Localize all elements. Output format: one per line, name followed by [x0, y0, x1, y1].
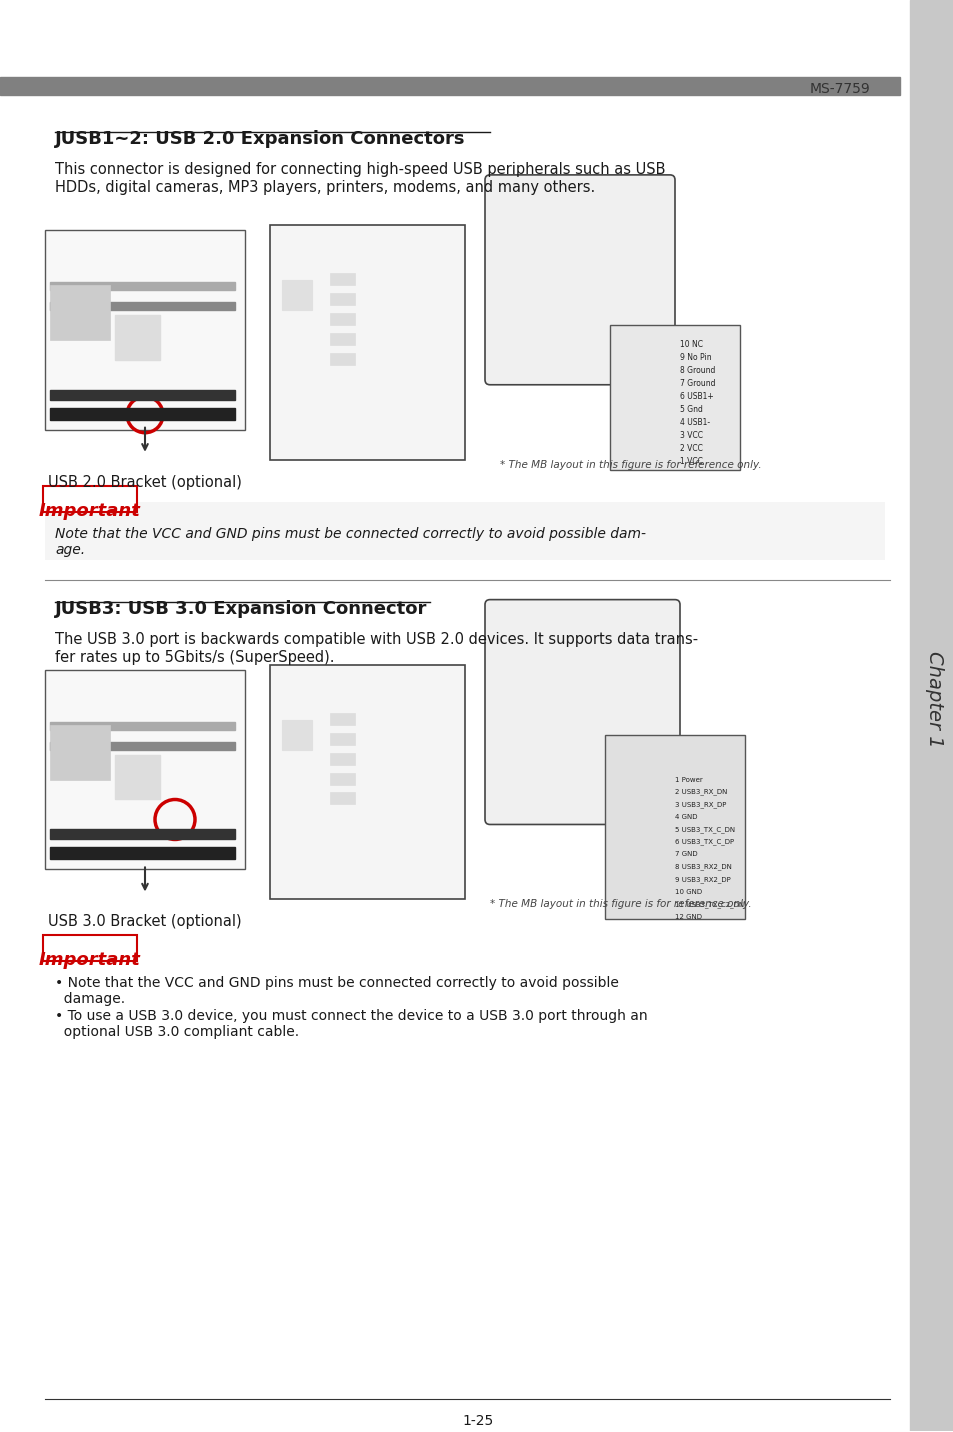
FancyBboxPatch shape [45, 501, 884, 560]
Bar [282, 719, 312, 749]
Text: 5 USB3_TX_C_DN: 5 USB3_TX_C_DN [675, 826, 735, 833]
Text: 10 GND: 10 GND [675, 889, 701, 895]
FancyBboxPatch shape [270, 664, 464, 899]
Text: This connector is designed for connecting high-speed USB peripherals such as USB: This connector is designed for connectin… [55, 162, 665, 178]
Bar [909, 0, 953, 1431]
Bar [330, 772, 355, 785]
FancyBboxPatch shape [604, 735, 744, 919]
Text: • To use a USB 3.0 device, you must connect the device to a USB 3.0 port through: • To use a USB 3.0 device, you must conn… [55, 1010, 647, 1024]
Text: 2 VCC: 2 VCC [679, 444, 702, 453]
Text: 9 No Pin: 9 No Pin [679, 354, 711, 362]
Text: * The MB layout in this figure is for reference only.: * The MB layout in this figure is for re… [490, 899, 751, 909]
Text: 6 USB3_TX_C_DP: 6 USB3_TX_C_DP [675, 839, 734, 845]
Text: 9 USB3_RX2_DP: 9 USB3_RX2_DP [675, 876, 730, 882]
Text: optional USB 3.0 compliant cable.: optional USB 3.0 compliant cable. [55, 1025, 299, 1040]
Text: 4 GND: 4 GND [675, 813, 697, 821]
Text: HDDs, digital cameras, MP3 players, printers, modems, and many others.: HDDs, digital cameras, MP3 players, prin… [55, 180, 595, 195]
Text: 3 VCC: 3 VCC [679, 431, 702, 440]
Text: • Note that the VCC and GND pins must be connected correctly to avoid possible: • Note that the VCC and GND pins must be… [55, 977, 618, 991]
Text: 3 USB3_RX_DP: 3 USB3_RX_DP [675, 800, 725, 808]
Text: 1 VCC: 1 VCC [679, 457, 702, 467]
Text: JUSB3: USB 3.0 Expansion Connector: JUSB3: USB 3.0 Expansion Connector [55, 600, 427, 617]
Bar [50, 742, 234, 749]
Bar [50, 285, 110, 339]
Bar [330, 352, 355, 365]
Bar [330, 312, 355, 325]
Bar [50, 282, 234, 289]
Bar [330, 792, 355, 805]
Text: Note that the VCC and GND pins must be connected correctly to avoid possible dam: Note that the VCC and GND pins must be c… [55, 527, 645, 541]
Text: 7 GND: 7 GND [675, 852, 697, 858]
FancyBboxPatch shape [45, 231, 245, 430]
FancyBboxPatch shape [270, 225, 464, 460]
Text: 8 Ground: 8 Ground [679, 367, 715, 375]
Text: 7 Ground: 7 Ground [679, 379, 715, 388]
Bar [330, 733, 355, 745]
Bar [50, 848, 234, 859]
Text: USB 2.0 Bracket (optional): USB 2.0 Bracket (optional) [48, 474, 242, 490]
Bar [115, 755, 160, 799]
Text: damage.: damage. [55, 992, 125, 1007]
Bar [50, 302, 234, 309]
Text: 6 USB1+: 6 USB1+ [679, 392, 713, 401]
Text: 4 USB1-: 4 USB1- [679, 418, 709, 427]
Text: * The MB layout in this figure is for reference only.: * The MB layout in this figure is for re… [499, 460, 760, 470]
Text: 11 USB3_TX_C2_DN: 11 USB3_TX_C2_DN [675, 901, 743, 908]
Bar [50, 408, 234, 420]
Text: The USB 3.0 port is backwards compatible with USB 2.0 devices. It supports data : The USB 3.0 port is backwards compatible… [55, 632, 698, 647]
Bar [282, 279, 312, 309]
FancyBboxPatch shape [43, 485, 137, 511]
Bar [330, 292, 355, 305]
Bar [115, 315, 160, 359]
FancyBboxPatch shape [484, 175, 675, 385]
Bar [50, 829, 234, 839]
Bar [50, 725, 110, 779]
Text: 8 USB3_RX2_DN: 8 USB3_RX2_DN [675, 863, 731, 871]
Text: Chapter 1: Chapter 1 [924, 652, 943, 748]
FancyBboxPatch shape [43, 935, 137, 961]
Text: USB 3.0 Bracket (optional): USB 3.0 Bracket (optional) [49, 915, 241, 929]
Bar [330, 753, 355, 765]
FancyBboxPatch shape [484, 600, 679, 825]
Text: 12 GND: 12 GND [675, 914, 701, 919]
FancyBboxPatch shape [609, 325, 740, 470]
Text: 2 USB3_RX_DN: 2 USB3_RX_DN [675, 789, 726, 795]
Bar [0, 77, 899, 95]
Text: 5 Gnd: 5 Gnd [679, 405, 702, 414]
Text: 1 Power: 1 Power [675, 776, 702, 782]
Bar [330, 332, 355, 345]
FancyBboxPatch shape [45, 670, 245, 869]
Bar [330, 713, 355, 725]
Text: fer rates up to 5Gbits/s (SuperSpeed).: fer rates up to 5Gbits/s (SuperSpeed). [55, 650, 335, 664]
Text: age.: age. [55, 543, 85, 557]
Text: JUSB1~2: USB 2.0 Expansion Connectors: JUSB1~2: USB 2.0 Expansion Connectors [55, 130, 465, 147]
Text: MS-7759: MS-7759 [808, 82, 869, 96]
Text: Important: Important [39, 501, 141, 520]
Text: Important: Important [39, 951, 141, 969]
Text: 10 NC: 10 NC [679, 341, 702, 349]
Bar [330, 274, 355, 285]
Text: 1-25: 1-25 [462, 1415, 493, 1428]
Bar [50, 722, 234, 729]
Bar [50, 390, 234, 400]
